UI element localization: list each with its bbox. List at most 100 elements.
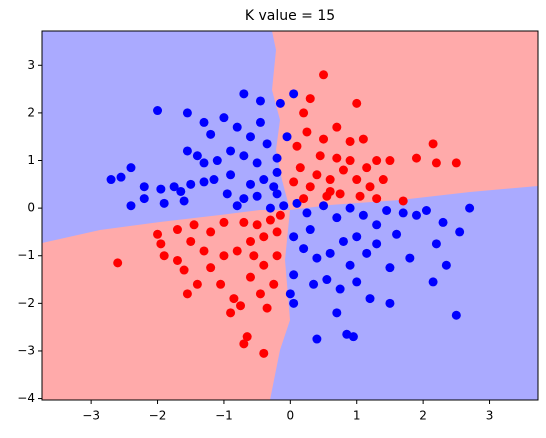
- point: [355, 191, 365, 201]
- point: [272, 189, 282, 199]
- point: [219, 113, 229, 123]
- point: [411, 210, 421, 220]
- point: [182, 146, 192, 156]
- point: [282, 132, 292, 142]
- point: [259, 175, 269, 185]
- point: [156, 184, 166, 194]
- point: [126, 163, 136, 173]
- point: [365, 294, 375, 304]
- point: [431, 158, 441, 168]
- point: [319, 134, 329, 144]
- point: [385, 263, 395, 273]
- point: [352, 232, 362, 242]
- point: [179, 196, 189, 206]
- point: [465, 203, 475, 213]
- point: [431, 239, 441, 249]
- point: [186, 236, 196, 246]
- y-tick-label: 1: [27, 153, 35, 167]
- point: [199, 246, 209, 256]
- point: [385, 298, 395, 308]
- y-tick-label: −2: [17, 296, 35, 310]
- point: [309, 279, 319, 289]
- y-tick-label: 3: [27, 58, 35, 72]
- point: [113, 258, 123, 268]
- point: [199, 117, 209, 127]
- point: [153, 229, 163, 239]
- point: [139, 194, 149, 204]
- point: [159, 198, 169, 208]
- point: [275, 210, 285, 220]
- point: [252, 220, 262, 230]
- point: [192, 279, 202, 289]
- point: [365, 182, 375, 192]
- x-tick-label: −1: [215, 409, 233, 423]
- point: [172, 225, 182, 235]
- point: [259, 348, 269, 358]
- point: [106, 175, 116, 185]
- point: [332, 308, 342, 318]
- point: [269, 182, 279, 192]
- point: [226, 170, 236, 180]
- point: [179, 265, 189, 275]
- point: [245, 272, 255, 282]
- point: [335, 189, 345, 199]
- point: [299, 244, 309, 254]
- plot-frame: [41, 30, 539, 401]
- point: [312, 334, 322, 344]
- point: [438, 217, 448, 227]
- y-tick-label: −1: [17, 248, 35, 262]
- point: [262, 139, 272, 149]
- point: [392, 229, 402, 239]
- point: [332, 213, 342, 223]
- point: [362, 163, 372, 173]
- point: [345, 156, 355, 166]
- point: [222, 189, 232, 199]
- point: [252, 191, 262, 201]
- point: [358, 134, 368, 144]
- point: [206, 263, 216, 273]
- point: [239, 89, 249, 99]
- point: [411, 153, 421, 163]
- point: [299, 108, 309, 118]
- point: [206, 129, 216, 139]
- point: [275, 98, 285, 108]
- point: [348, 332, 358, 342]
- point: [299, 194, 309, 204]
- chart-title: K value = 15: [245, 8, 335, 24]
- point: [139, 182, 149, 192]
- y-tick-label: 2: [27, 105, 35, 119]
- point: [451, 310, 461, 320]
- point: [295, 163, 305, 173]
- point: [319, 201, 329, 211]
- point: [206, 227, 216, 237]
- point: [325, 248, 335, 258]
- x-tick-label: 0: [287, 409, 295, 423]
- point: [455, 227, 465, 237]
- point: [232, 246, 242, 256]
- point: [265, 203, 275, 213]
- point: [219, 217, 229, 227]
- point: [385, 156, 395, 166]
- point: [182, 289, 192, 299]
- point: [255, 96, 265, 106]
- y-tick-label: 0: [27, 201, 35, 215]
- point: [236, 301, 246, 311]
- point: [245, 236, 255, 246]
- point: [315, 151, 325, 161]
- x-tick-label: 1: [353, 409, 361, 423]
- point: [358, 210, 368, 220]
- point: [405, 253, 415, 263]
- point: [352, 175, 362, 185]
- point: [421, 206, 431, 216]
- point: [352, 277, 362, 287]
- point: [272, 227, 282, 237]
- point: [398, 196, 408, 206]
- point: [345, 260, 355, 270]
- point: [126, 201, 136, 211]
- point: [156, 239, 166, 249]
- point: [186, 179, 196, 189]
- point: [169, 182, 179, 192]
- point: [226, 308, 236, 318]
- point: [378, 175, 388, 185]
